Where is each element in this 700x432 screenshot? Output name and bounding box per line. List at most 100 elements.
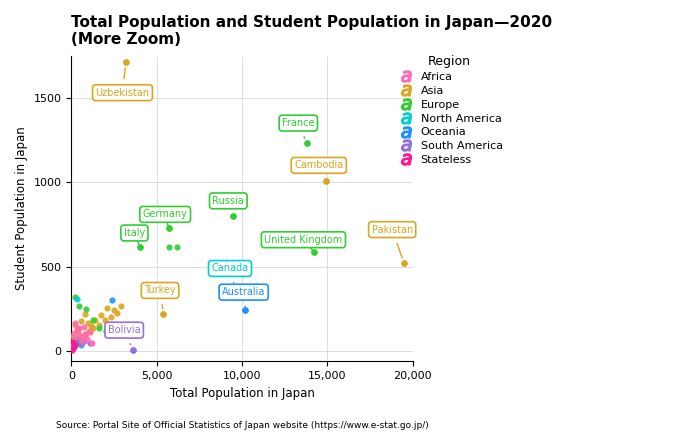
Point	[163, 225, 174, 232]
Point	[398, 260, 409, 267]
Text: Australia: Australia	[222, 287, 265, 310]
Point	[79, 311, 90, 318]
Point	[108, 329, 119, 336]
Point	[72, 326, 83, 333]
Point	[134, 243, 145, 250]
Point	[163, 243, 174, 250]
Point	[95, 311, 106, 318]
Point	[308, 248, 319, 255]
Point	[228, 213, 239, 219]
Point	[76, 337, 88, 344]
X-axis label: Total Population in Japan: Total Population in Japan	[169, 387, 314, 400]
Point	[87, 317, 98, 324]
Point	[398, 260, 409, 267]
Text: Turkey: Turkey	[144, 286, 176, 308]
Point	[88, 325, 99, 332]
Text: Canada: Canada	[211, 264, 248, 290]
Point	[240, 306, 251, 313]
Point	[228, 213, 239, 219]
Text: Germany: Germany	[143, 210, 188, 228]
Point	[308, 248, 319, 255]
Text: Total Population and Student Population in Japan—2020
(More Zoom): Total Population and Student Population …	[71, 15, 552, 48]
Point	[301, 140, 312, 147]
Point	[74, 302, 85, 309]
Point	[240, 306, 251, 313]
Point	[94, 324, 105, 331]
Text: Pakistan: Pakistan	[372, 225, 413, 258]
Point	[120, 59, 132, 66]
Point	[78, 323, 90, 330]
Text: Italy: Italy	[124, 228, 145, 247]
Point	[75, 333, 86, 340]
Point	[86, 339, 97, 346]
Point	[99, 317, 110, 324]
Legend: Africa, Asia, Europe, North America, Oceania, South America, Stateless: Africa, Asia, Europe, North America, Oce…	[395, 55, 503, 165]
Point	[120, 59, 132, 66]
Point	[80, 305, 92, 312]
Point	[68, 339, 79, 346]
Point	[69, 335, 80, 342]
Point	[82, 336, 93, 343]
Text: France: France	[282, 118, 314, 138]
Text: Russia: Russia	[212, 196, 244, 216]
Text: United Kingdom: United Kingdom	[265, 235, 342, 251]
Point	[112, 310, 123, 317]
Point	[114, 331, 125, 338]
Point	[71, 336, 82, 343]
Point	[83, 320, 94, 327]
Point	[72, 336, 83, 343]
Point	[90, 317, 101, 324]
Text: Source: Portal Site of Official Statistics of Japan website (https://www.e-stat.: Source: Portal Site of Official Statisti…	[56, 421, 428, 430]
Point	[127, 346, 139, 353]
Point	[172, 243, 183, 250]
Point	[72, 340, 83, 346]
Text: Bolivia: Bolivia	[108, 325, 141, 345]
Point	[67, 345, 78, 352]
Point	[80, 331, 92, 338]
Point	[68, 343, 79, 350]
Point	[93, 322, 104, 329]
Point	[116, 302, 127, 309]
Point	[163, 225, 174, 232]
Point	[231, 292, 242, 299]
Point	[68, 329, 79, 336]
Point	[134, 243, 145, 250]
Point	[71, 295, 83, 302]
Text: Uzbekistan: Uzbekistan	[95, 68, 150, 98]
Point	[127, 346, 139, 353]
Point	[69, 340, 80, 347]
Point	[101, 327, 112, 334]
Point	[231, 292, 242, 299]
Point	[85, 323, 97, 330]
Point	[102, 305, 113, 311]
Point	[106, 296, 118, 303]
Point	[76, 342, 87, 349]
Point	[80, 331, 91, 338]
Point	[158, 311, 169, 318]
Point	[77, 334, 88, 341]
Point	[69, 322, 80, 329]
Point	[105, 314, 116, 321]
Text: Cambodia: Cambodia	[294, 160, 344, 181]
Point	[70, 320, 81, 327]
Point	[85, 328, 96, 335]
Point	[301, 140, 312, 147]
Point	[69, 294, 80, 301]
Point	[76, 340, 87, 347]
Point	[320, 177, 331, 184]
Point	[67, 333, 78, 340]
Point	[69, 339, 80, 346]
Point	[83, 327, 94, 334]
Point	[158, 311, 169, 318]
Point	[73, 324, 84, 331]
Point	[76, 318, 87, 324]
Y-axis label: Student Population in Japan: Student Population in Japan	[15, 127, 28, 290]
Point	[66, 346, 78, 353]
Point	[108, 306, 120, 313]
Point	[320, 177, 331, 184]
Point	[74, 330, 85, 337]
Point	[69, 342, 80, 349]
Point	[85, 339, 96, 346]
Point	[71, 327, 83, 334]
Point	[66, 342, 78, 349]
